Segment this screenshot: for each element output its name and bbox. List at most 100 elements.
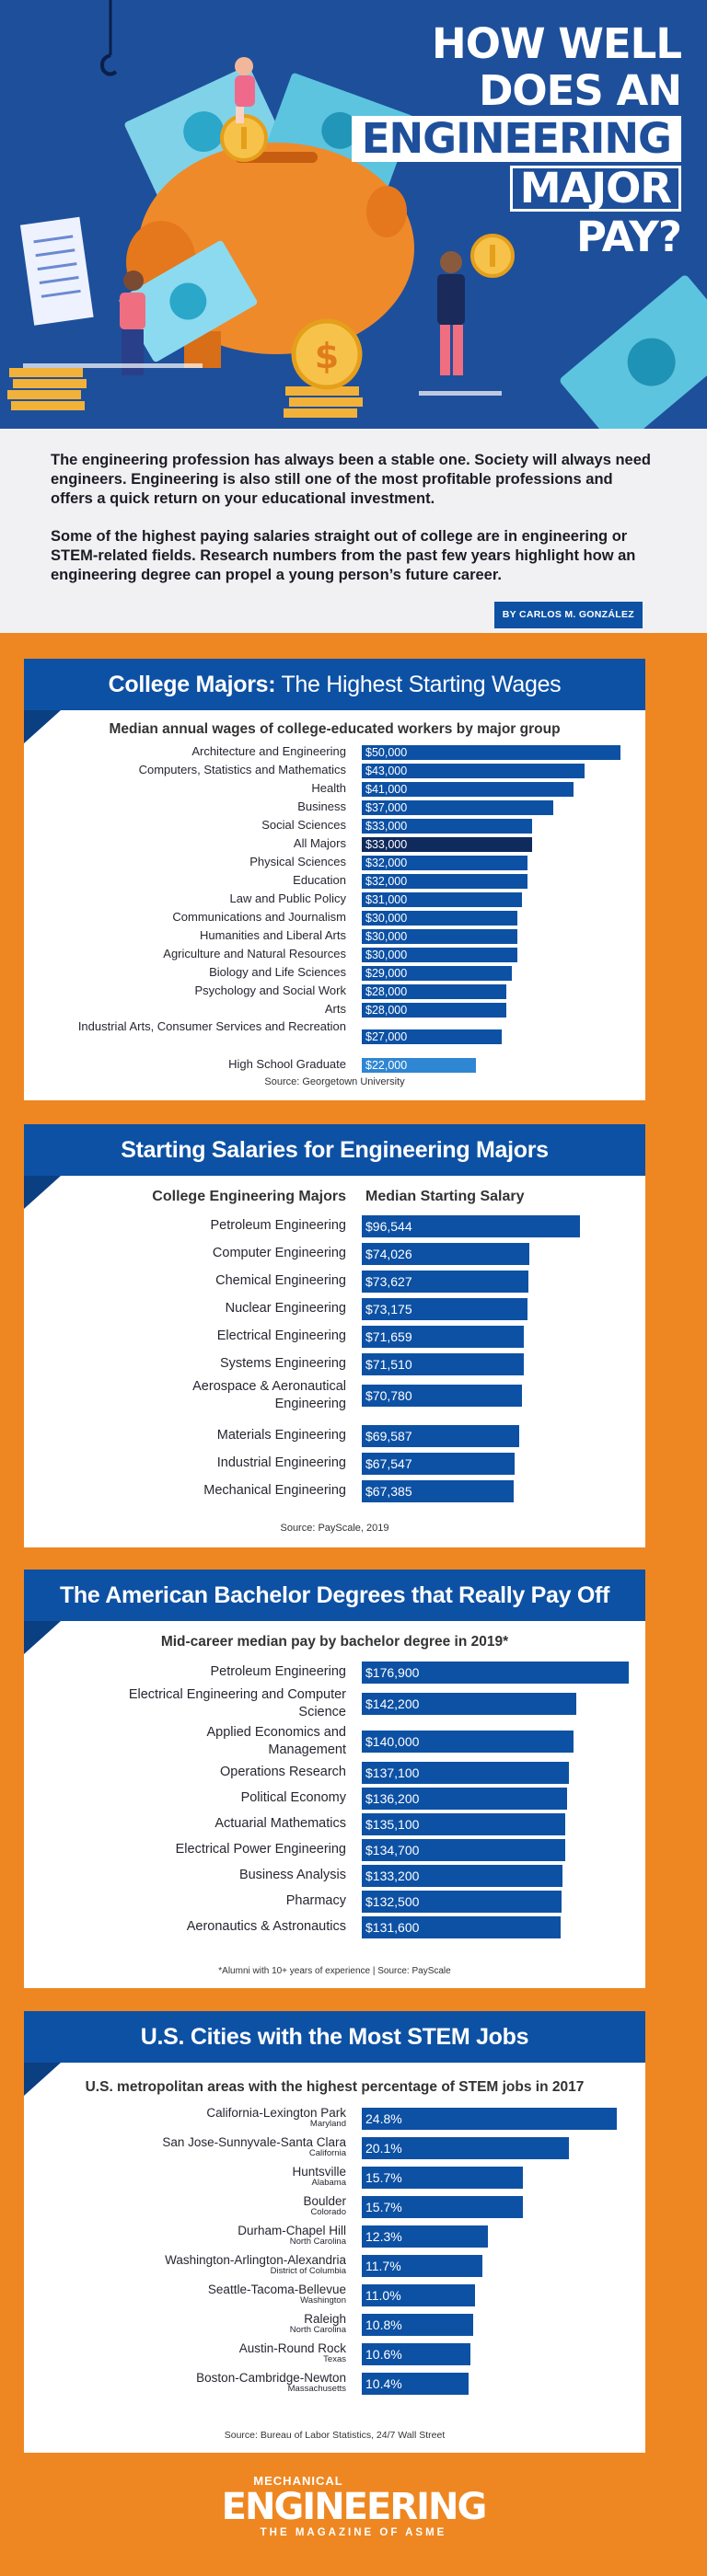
bar-value-label: $73,627: [365, 1274, 412, 1289]
bar-category-label: Chemical Engineering: [215, 1272, 346, 1290]
bar: $73,627: [362, 1271, 528, 1293]
bar: $176,900: [362, 1662, 629, 1684]
bar: $43,000: [362, 764, 585, 778]
bar: $132,500: [362, 1891, 562, 1914]
category-text: Law and Public Policy: [229, 891, 346, 905]
bar-value-label: $70,780: [365, 1388, 412, 1403]
bar-category-label: Raleigh North Carolina: [290, 2312, 346, 2335]
category-text: San Jose-Sunnyvale-Santa Clara: [162, 2135, 346, 2149]
chart-row: Nuclear Engineering $73,175: [24, 1295, 645, 1323]
state-label: North Carolina: [289, 2237, 346, 2247]
category-text: Durham-Chapel Hill: [238, 2224, 346, 2237]
bar-category-label: Health: [311, 781, 346, 795]
bar-value-label: $33,000: [365, 838, 408, 851]
category-text: Business Analysis: [238, 1868, 346, 1883]
bar-category-label: Biology and Life Sciences: [209, 965, 346, 979]
bar-value-label: $30,000: [365, 912, 408, 925]
category-text: California-Lexington Park: [206, 2106, 346, 2120]
chart-row: Pharmacy $132,500: [24, 1889, 645, 1915]
category-text: Communications and Journalism: [172, 910, 346, 924]
header-fold: [24, 1621, 61, 1654]
state-label: Alabama: [311, 2178, 347, 2188]
chart-row: Aerospace & Aeronautical Engineering $70,…: [24, 1378, 645, 1422]
chart-row: Petroleum Engineering $176,900: [24, 1660, 645, 1685]
chart-source: *Alumni with 10+ years of experience | S…: [218, 1966, 451, 1976]
bar: 10.8%: [362, 2314, 473, 2336]
chart-source: Source: PayScale, 2019: [280, 1523, 389, 1534]
bar: $67,385: [362, 1480, 514, 1502]
category-text: Materials Engineering: [216, 1428, 346, 1443]
logo-line-1: MECHANICAL: [253, 2474, 343, 2488]
chart-row: Political Economy $136,200: [24, 1786, 645, 1811]
chart-row: Huntsville Alabama 15.7%: [24, 2164, 645, 2193]
bar: $32,000: [362, 856, 527, 870]
chart-row: Boulder Colorado 15.7%: [24, 2193, 645, 2223]
column-header-majors: College Engineering Majors: [152, 1189, 346, 1204]
bar-category-label: Petroleum Engineering: [210, 1663, 346, 1681]
chart-row: Industrial Engineering $67,547: [24, 1450, 645, 1478]
bar-value-label: $69,587: [365, 1429, 412, 1443]
category-text: Systems Engineering: [219, 1356, 346, 1371]
chart-row: Industrial Arts, Consumer Services and R…: [24, 1019, 645, 1056]
bar-value-label: $41,000: [365, 783, 408, 796]
bar: $28,000: [362, 984, 506, 999]
bar-category-label: Communications and Journalism: [172, 910, 346, 924]
category-text: Chemical Engineering: [215, 1273, 346, 1288]
bar-value-label: $134,700: [365, 1843, 420, 1858]
bar: $135,100: [362, 1813, 565, 1836]
bar-category-label: Actuarial Mathematics: [214, 1815, 346, 1833]
bar-category-label: Aerospace & Aeronautical Engineering: [125, 1378, 346, 1413]
bar-value-label: 11.7%: [365, 2259, 401, 2273]
section-title: Starting Salaries for Engineering Majors: [121, 1137, 549, 1163]
bar: $69,587: [362, 1425, 519, 1447]
title-line-2: DOES AN: [479, 66, 682, 115]
category-text: Architecture and Engineering: [191, 744, 346, 758]
category-text: Electrical Engineering and Computer Scie…: [128, 1687, 346, 1719]
bar-value-label: 24.8%: [365, 2111, 402, 2126]
section-header: College Majors: The Highest Starting Wag…: [24, 659, 645, 710]
bar-value-label: 10.4%: [365, 2376, 402, 2391]
bar: $133,200: [362, 1865, 562, 1888]
chart-row: Biology and Life Sciences $29,000: [24, 964, 645, 983]
bar-category-label: Boston-Cambridge-Newton Massachusetts: [196, 2371, 346, 2394]
chart-row: Operations Research $137,100: [24, 1760, 645, 1786]
bar-value-label: $131,600: [365, 1920, 420, 1936]
bar-value-label: $27,000: [365, 1030, 408, 1043]
header-fold: [24, 1176, 61, 1209]
bar-category-label: Computers, Statistics and Mathematics: [139, 763, 346, 776]
category-text: Raleigh: [304, 2312, 346, 2326]
state-label: California: [308, 2148, 346, 2158]
bar-value-label: $30,000: [365, 949, 408, 961]
category-text: Seattle-Tacoma-Bellevue: [207, 2283, 346, 2296]
bar: 12.3%: [362, 2225, 488, 2248]
intro-paragraph-2: Some of the highest paying salaries stra…: [51, 528, 636, 583]
bar-category-label: Education: [293, 873, 346, 887]
bar-value-label: $133,200: [365, 1869, 420, 1884]
state-label: Texas: [323, 2354, 346, 2364]
bar-category-label: Electrical Engineering and Computer Scie…: [125, 1686, 346, 1721]
chart-row: Systems Engineering $71,510: [24, 1351, 645, 1378]
chart-row: Boston-Cambridge-Newton Massachusetts 10.4…: [24, 2370, 645, 2399]
chart-row: Humanities and Liberal Arts $30,000: [24, 927, 645, 946]
bar: $137,100: [362, 1762, 569, 1785]
chart-row: All Majors $33,000: [24, 835, 645, 854]
svg-text:$: $: [315, 336, 339, 376]
bar-category-label: Seattle-Tacoma-Bellevue Washington: [208, 2283, 346, 2306]
chart-row: Electrical Engineering $71,659: [24, 1323, 645, 1351]
category-text: Psychology and Social Work: [194, 983, 346, 997]
category-text: Aeronautics & Astronautics: [186, 1919, 346, 1935]
section-bachelor-degrees: The American Bachelor Degrees that Reall…: [24, 1570, 645, 1988]
chart-row: Applied Economics and Management $140,000: [24, 1723, 645, 1761]
bar-category-label: Computer Engineering: [213, 1245, 346, 1262]
bar-category-label: Nuclear Engineering: [226, 1300, 346, 1317]
chart-row: Communications and Journalism $30,000: [24, 909, 645, 927]
chart-row: Law and Public Policy $31,000: [24, 891, 645, 909]
title-line-5: PAY?: [575, 213, 682, 261]
title-line-3: ENGINEERING: [351, 116, 681, 162]
chart-row: Education $32,000: [24, 872, 645, 891]
bar: $28,000: [362, 1003, 506, 1018]
bar-category-label: Durham-Chapel Hill North Carolina: [238, 2224, 346, 2247]
category-text: High School Graduate: [228, 1057, 346, 1071]
chart-row: Mechanical Engineering $67,385: [24, 1478, 645, 1505]
bar-value-label: 12.3%: [365, 2229, 402, 2244]
